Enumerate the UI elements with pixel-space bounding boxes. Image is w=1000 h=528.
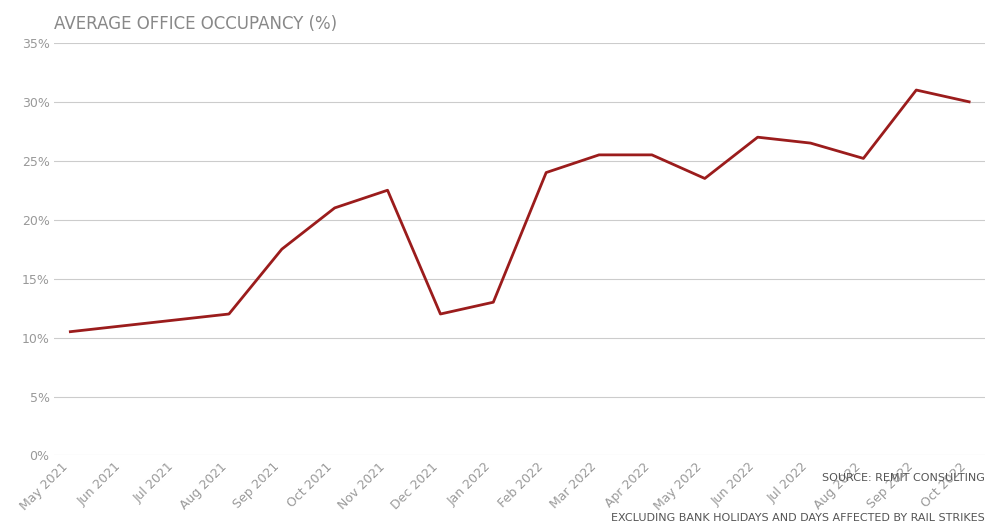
Text: AVERAGE OFFICE OCCUPANCY (%): AVERAGE OFFICE OCCUPANCY (%): [54, 15, 338, 33]
Text: SOURCE: REMIT CONSULTING: SOURCE: REMIT CONSULTING: [822, 473, 985, 483]
Text: EXCLUDING BANK HOLIDAYS AND DAYS AFFECTED BY RAIL STRIKES: EXCLUDING BANK HOLIDAYS AND DAYS AFFECTE…: [611, 513, 985, 523]
